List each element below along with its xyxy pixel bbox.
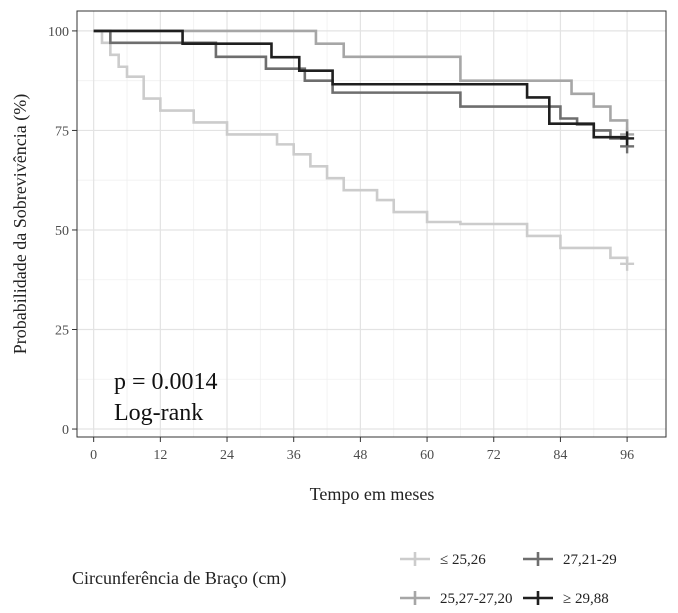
y-axis: 0 25 50 75 100 xyxy=(48,25,77,438)
x-tick-label: 0 xyxy=(90,448,97,463)
y-tick-label: 25 xyxy=(55,324,69,339)
legend-key-icon xyxy=(400,552,430,566)
x-tick-label: 72 xyxy=(487,448,501,463)
legend-title: Circunferência de Braço (cm) xyxy=(72,568,286,589)
panel-background xyxy=(76,10,667,438)
series-line-2 xyxy=(93,29,629,135)
series-line-4 xyxy=(93,29,629,139)
x-axis-title: Tempo em meses xyxy=(310,484,435,504)
y-tick-label: 75 xyxy=(55,124,69,139)
annotation-test: Log-rank xyxy=(114,400,203,426)
legend-key-icon xyxy=(400,591,430,605)
legend-label: 27,21-29 xyxy=(563,552,617,568)
x-tick-label: 12 xyxy=(153,448,167,463)
series-line-3 xyxy=(93,29,629,147)
censor-mark xyxy=(620,131,635,146)
x-axis: 0 12 24 36 48 60 72 84 96 xyxy=(90,437,634,463)
x-tick-label: 60 xyxy=(420,448,434,463)
x-tick-label: 36 xyxy=(287,448,301,463)
legend-label: 25,27-27,20 xyxy=(440,591,513,607)
legend-item-1: ≤ 25,26 xyxy=(400,552,486,568)
grid-minor xyxy=(77,11,666,437)
legend-key-icon xyxy=(523,552,553,566)
y-tick-label: 0 xyxy=(62,423,69,438)
legend-label: ≥ 29,88 xyxy=(563,591,609,607)
series-layer xyxy=(93,29,635,271)
y-axis-title: Probabilidade da Sobrevivência (%) xyxy=(10,94,31,354)
legend-item-4: ≥ 29,88 xyxy=(523,591,609,607)
x-tick-label: 84 xyxy=(553,448,567,463)
x-tick-label: 96 xyxy=(620,448,634,463)
y-tick-label: 100 xyxy=(48,25,69,40)
legend: ≤ 25,26 25,27-27,20 27,21-29 ≥ 29,88 xyxy=(400,552,617,607)
legend-item-3: 27,21-29 xyxy=(523,552,617,568)
y-tick-label: 50 xyxy=(55,224,69,239)
series-line-1 xyxy=(93,29,629,262)
x-tick-label: 24 xyxy=(220,448,234,463)
censor-mark xyxy=(620,256,635,271)
legend-label: ≤ 25,26 xyxy=(440,552,486,568)
x-tick-label: 48 xyxy=(353,448,367,463)
legend-item-2: 25,27-27,20 xyxy=(400,591,513,607)
panel-border xyxy=(76,10,667,438)
legend-key-icon xyxy=(523,591,553,605)
annotation-pvalue: p = 0.0014 xyxy=(114,369,218,395)
